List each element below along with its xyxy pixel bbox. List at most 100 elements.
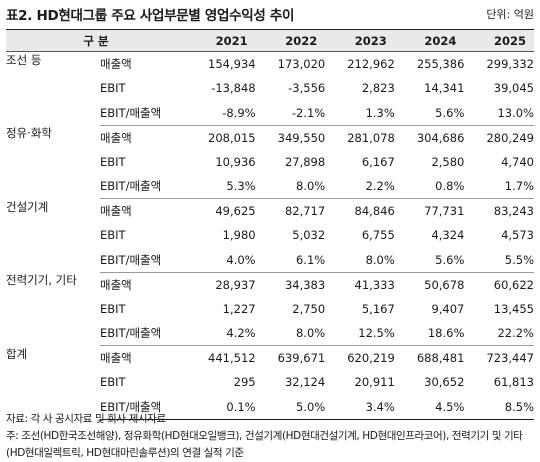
table-row: 합계 매출액 441,512 639,671 620,219 688,481 723,447 — [6, 346, 534, 371]
value-cell: -3,556 — [288, 81, 326, 96]
value-cell: 34,383 — [284, 277, 326, 292]
value-cell: 13.0% — [464, 100, 534, 126]
value-cell: 5.3% — [186, 174, 256, 199]
value-cell: 212,962 — [347, 57, 395, 71]
value-cell: 50,678 — [424, 277, 465, 292]
value-cell: 4,740 — [501, 154, 534, 169]
value-cell: 2,750 — [292, 301, 326, 316]
value-cell: 4.0% — [186, 247, 256, 273]
value-cell: 4,324 — [431, 228, 465, 243]
value-cell: 5.5% — [464, 247, 534, 273]
table-row: EBIT/매출액 0.1% 5.0% 3.4% 4.5% 8.5% — [6, 394, 534, 420]
metric-label: EBIT — [100, 301, 126, 316]
year-header: 2023 — [325, 29, 395, 52]
value-cell: 304,686 — [416, 130, 465, 145]
year-header: 2024 — [394, 29, 465, 52]
metric-label: EBIT/매출액 — [100, 394, 187, 420]
value-cell: 281,078 — [347, 130, 395, 145]
value-cell: 688,481 — [416, 351, 465, 365]
metric-label: EBIT/매출액 — [100, 321, 187, 346]
value-cell: 10,936 — [215, 154, 256, 169]
value-cell: 22.2% — [464, 321, 534, 346]
footnote-line: 주: 조선(HD한국조선해양), 정유화학(HD현대오일뱅크), 건설기계(HD… — [6, 430, 523, 442]
value-cell: 620,219 — [347, 351, 395, 365]
value-cell: 4.5% — [394, 394, 465, 420]
source-note: 자료: 각 사 공시자료 및 회사 제시자료 — [6, 413, 166, 425]
metric-label: 매출액 — [100, 351, 132, 365]
metric-label: 매출액 — [100, 130, 132, 145]
value-cell: 154,934 — [208, 57, 256, 71]
value-cell: 2,823 — [361, 81, 395, 96]
table-row: 조선 등 매출액 154,934 173,020 212,962 255,386 299,3… — [6, 52, 534, 77]
metric-label: EBIT/매출액 — [100, 247, 187, 273]
table-row: EBIT 1,980 5,032 6,755 4,324 4,573 — [6, 223, 534, 248]
metric-label: 매출액 — [100, 204, 132, 218]
value-cell: 84,846 — [354, 204, 395, 218]
value-cell: 349,550 — [277, 130, 326, 145]
table-row: EBIT -13,848 -3,556 2,823 14,341 39,045 — [6, 76, 534, 101]
segment-label: 건설기계 — [6, 199, 49, 214]
table-row: EBIT 295 32,124 20,911 30,652 61,813 — [6, 370, 534, 395]
value-cell: 27,898 — [284, 154, 326, 169]
value-cell: 5,167 — [361, 301, 395, 316]
table-row: 정유·화학 매출액 208,015 349,550 281,078 304,686 280,… — [6, 125, 534, 150]
metric-label: EBIT — [100, 154, 126, 169]
value-cell: -13,848 — [211, 81, 256, 96]
value-cell: 28,937 — [215, 277, 256, 292]
value-cell: 8.0% — [255, 174, 326, 199]
header-row: 구 분 2021 2022 2023 2024 2025 — [6, 29, 534, 52]
metric-label: 매출액 — [100, 277, 132, 292]
year-header: 2025 — [464, 29, 534, 52]
value-cell: 6.1% — [255, 247, 326, 273]
value-cell: 20,911 — [354, 375, 395, 390]
value-cell: 0.1% — [186, 394, 256, 420]
value-cell: 12.5% — [325, 321, 395, 346]
value-cell: 2,580 — [431, 154, 465, 169]
value-cell: 41,333 — [354, 277, 395, 292]
profitability-table: 구 분 2021 2022 2023 2024 2025 조선 등 매출액 154,… — [6, 29, 534, 420]
value-cell: 77,731 — [424, 204, 465, 218]
table-title: 표2. HD현대그룹 주요 사업부문별 영업수익성 추이 — [6, 8, 295, 24]
segment-label: 조선 등 — [6, 53, 42, 67]
value-cell: 639,671 — [277, 351, 326, 365]
value-cell: 723,447 — [486, 351, 534, 365]
table-row: EBIT/매출액 -8.9% -2.1% 1.3% 5.6% 13.0% — [6, 100, 534, 126]
value-cell: -2.1% — [255, 100, 326, 126]
metric-label: EBIT/매출액 — [100, 174, 187, 199]
value-cell: 9,407 — [431, 301, 465, 316]
table-row: EBIT/매출액 4.0% 6.1% 8.0% 5.6% 5.5% — [6, 247, 534, 273]
segment-label: 정유·화학 — [6, 126, 52, 140]
value-cell: 60,622 — [493, 277, 534, 292]
value-cell: 6,167 — [361, 154, 395, 169]
value-cell: -8.9% — [186, 100, 256, 126]
value-cell: 1.3% — [325, 100, 395, 126]
value-cell: 1,980 — [222, 228, 256, 243]
table-row: 전력기기, 기타 매출액 28,937 34,383 41,333 50,678 60,62… — [6, 272, 534, 297]
value-cell: 4.2% — [186, 321, 256, 346]
value-cell: 1.7% — [464, 174, 534, 199]
value-cell: 82,717 — [284, 204, 326, 218]
value-cell: 1,227 — [222, 301, 256, 316]
value-cell: 441,512 — [208, 351, 256, 365]
value-cell: 5,032 — [292, 228, 326, 243]
table-row: EBIT/매출액 4.2% 8.0% 12.5% 18.6% 22.2% — [6, 321, 534, 346]
table-row: EBIT 1,227 2,750 5,167 9,407 13,455 — [6, 297, 534, 322]
value-cell: 8.5% — [464, 394, 534, 420]
value-cell: 0.8% — [394, 174, 465, 199]
segment-column-header: 구 분 — [6, 29, 187, 52]
value-cell: 49,625 — [215, 204, 256, 218]
value-cell: 2.2% — [325, 174, 395, 199]
metric-label: EBIT — [100, 81, 126, 96]
value-cell: 8.0% — [255, 321, 326, 346]
value-cell: 295 — [233, 375, 256, 390]
table-row: EBIT 10,936 27,898 6,167 2,580 4,740 — [6, 150, 534, 175]
table-body: 조선 등 매출액 154,934 173,020 212,962 255,386 299,3… — [6, 52, 534, 420]
value-cell: 32,124 — [284, 375, 326, 390]
value-cell: 8.0% — [325, 247, 395, 273]
value-cell: 299,332 — [486, 57, 534, 71]
year-header: 2021 — [186, 29, 256, 52]
metric-label: 매출액 — [100, 57, 132, 71]
segment-label: 합계 — [6, 346, 28, 361]
value-cell: 208,015 — [208, 130, 256, 145]
value-cell: 173,020 — [277, 57, 326, 71]
